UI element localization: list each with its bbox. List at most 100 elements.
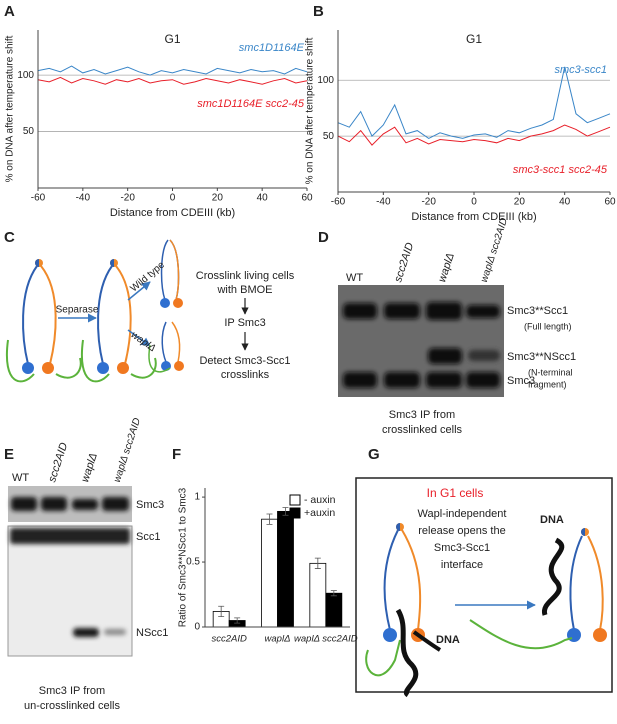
y-tick-label: 0 xyxy=(194,622,200,633)
caption: Smc3 IP from xyxy=(389,409,455,421)
y-tick-label: 0.5 xyxy=(186,557,200,568)
caption: un-crosslinked cells xyxy=(24,700,120,712)
panel-label: F xyxy=(172,446,181,463)
error-bar xyxy=(330,590,337,597)
x-tick-label: -60 xyxy=(331,197,346,208)
x-tick-label: 60 xyxy=(604,197,616,208)
x-tick-label: 40 xyxy=(257,193,269,204)
x-axis-label: Distance from CDEIII (kb) xyxy=(411,211,536,223)
legend-label: smc1D1164E scc2-45 xyxy=(197,98,305,110)
x-tick-label: waplΔ xyxy=(265,634,291,645)
band-label: Smc3 xyxy=(136,499,164,511)
x-tick-label: waplΔ scc2AID xyxy=(294,634,358,645)
band-label: NScc1 xyxy=(136,627,168,639)
caption: Smc3 IP from xyxy=(39,685,105,697)
panel-label: D xyxy=(318,229,329,246)
band-label: Smc3 xyxy=(507,375,535,387)
chart-title: G1 xyxy=(164,32,180,46)
series-line xyxy=(337,66,611,139)
label: Crosslink living cells xyxy=(196,270,295,282)
label: crosslinks xyxy=(221,369,270,381)
panel-label: G xyxy=(368,446,380,463)
x-tick-label: -60 xyxy=(31,193,46,204)
blot xyxy=(7,525,133,657)
label: IP Smc3 xyxy=(224,317,265,329)
bar xyxy=(277,510,294,628)
panel-label: C xyxy=(4,229,15,246)
lane-label: waplΔ scc2AID xyxy=(479,217,510,284)
band-label: (N-terminal xyxy=(528,367,573,377)
label: Detect Smc3-Scc1 xyxy=(199,355,290,367)
error-bar xyxy=(282,507,289,516)
label: interface xyxy=(441,559,483,571)
x-tick-label: -20 xyxy=(120,193,135,204)
series-line xyxy=(37,76,308,85)
chart-title: G1 xyxy=(466,32,482,46)
band-label: Smc3**NScc1 xyxy=(507,351,576,363)
label: waplΔ xyxy=(129,330,158,355)
x-tick-label: 0 xyxy=(170,193,176,204)
x-tick-label: -20 xyxy=(421,197,436,208)
x-tick-label: 40 xyxy=(559,197,571,208)
label: Wapl-independent xyxy=(418,508,507,520)
bands xyxy=(343,302,500,388)
error-bar xyxy=(314,557,321,569)
panel-label: B xyxy=(313,3,324,20)
x-tick-label: -40 xyxy=(376,197,391,208)
band-label: fragment) xyxy=(528,379,567,389)
band-label: Scc1 xyxy=(136,531,160,543)
error-bar xyxy=(266,513,273,525)
panel-box xyxy=(355,477,613,693)
band-label: Smc3**Scc1 xyxy=(507,305,568,317)
y-tick-label: 50 xyxy=(323,131,335,142)
lane-label: WT xyxy=(12,472,29,484)
lane-label: scc2AID xyxy=(46,441,70,484)
legend-label: smc3-scc1 xyxy=(554,64,607,76)
lane-label: waplΔ scc2AID xyxy=(112,417,143,484)
y-tick-label: 100 xyxy=(17,70,34,81)
y-tick-label: 1 xyxy=(194,492,200,503)
error-bar xyxy=(234,617,241,624)
label: release opens the xyxy=(418,525,505,537)
label: DNA xyxy=(436,634,460,646)
x-tick-label: 20 xyxy=(514,197,526,208)
y-axis-label: % on DNA after temperature shift xyxy=(305,37,316,184)
legend-swatch xyxy=(289,507,301,519)
x-tick-label: 0 xyxy=(471,197,477,208)
y-tick-label: 100 xyxy=(317,75,334,86)
x-tick-label: 60 xyxy=(301,193,313,204)
legend-label: - auxin xyxy=(304,494,336,506)
bar xyxy=(261,518,278,628)
series-line xyxy=(337,124,611,146)
band-label: (Full length) xyxy=(524,321,572,331)
bar xyxy=(309,562,327,628)
label: DNA xyxy=(540,514,564,526)
panel-label: A xyxy=(4,3,15,20)
y-axis-label: Ratio of Smc3**NScc1 to Smc3 xyxy=(178,487,189,627)
y-axis-label: % on DNA after temperature shift xyxy=(5,35,16,182)
error-bar xyxy=(218,605,225,618)
label: Separase xyxy=(56,305,99,316)
lane-label: waplΔ xyxy=(436,252,457,284)
caption: crosslinked cells xyxy=(382,424,463,436)
legend-label: +auxin xyxy=(304,507,335,519)
x-axis-label: Distance from CDEIII (kb) xyxy=(110,207,235,219)
x-tick-label: 20 xyxy=(212,193,224,204)
lane-label: waplΔ xyxy=(79,452,100,484)
label: Smc3-Scc1 xyxy=(434,542,490,554)
lane-label: WT xyxy=(346,272,363,284)
x-tick-label: scc2AID xyxy=(211,634,247,645)
release-diagram xyxy=(365,523,607,698)
legend-label: smc1D1164E xyxy=(239,42,305,54)
label: with BMOE xyxy=(216,284,272,296)
bar xyxy=(325,592,343,628)
series-line xyxy=(37,65,308,76)
x-tick-label: -40 xyxy=(76,193,91,204)
bands xyxy=(10,497,130,637)
lane-label: scc2AID xyxy=(392,241,416,284)
panel-title: In G1 cells xyxy=(427,486,484,500)
legend-label: smc3-scc1 scc2-45 xyxy=(513,164,608,176)
y-tick-label: 50 xyxy=(23,126,35,137)
panel-label: E xyxy=(4,446,14,463)
